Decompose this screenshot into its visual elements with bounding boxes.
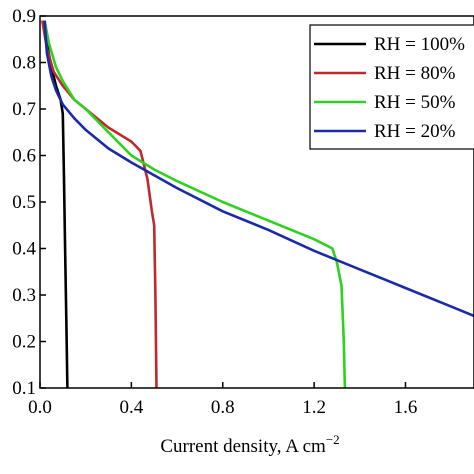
y-tick-label-3: 0.4 bbox=[12, 239, 36, 260]
x-tick-label-1: 0.4 bbox=[119, 397, 143, 418]
x-axis-ticks: 0.0 0.4 0.8 1.2 1.6 bbox=[28, 382, 417, 418]
series-line-2 bbox=[43, 20, 347, 389]
x-axis-title-main: Current density, A cm bbox=[160, 436, 326, 457]
series-line-3 bbox=[43, 20, 474, 318]
y-tick-label-5: 0.6 bbox=[12, 146, 36, 167]
y-tick-label-0: 0.1 bbox=[12, 378, 36, 399]
y-tick-label-4: 0.5 bbox=[12, 192, 36, 213]
y-tick-label-1: 0.2 bbox=[12, 332, 36, 353]
y-tick-label-8: 0.9 bbox=[12, 6, 36, 27]
x-tick-label-4: 1.6 bbox=[394, 397, 418, 418]
y-axis-ticks: 0.1 0.2 0.3 0.4 0.5 0.6 0.7 0.8 0.9 bbox=[12, 6, 46, 399]
legend-box bbox=[309, 24, 474, 150]
curves-layer bbox=[41, 20, 474, 389]
x-tick-label-2: 0.8 bbox=[211, 397, 235, 418]
x-axis-title-superscript: −2 bbox=[326, 432, 340, 447]
y-tick-label-7: 0.8 bbox=[12, 53, 36, 74]
legend-label-2: RH = 50% bbox=[374, 92, 456, 113]
y-tick-label-6: 0.7 bbox=[12, 99, 36, 120]
x-axis-title: Current density, A cm−2 bbox=[160, 432, 339, 457]
legend-label-3: RH = 20% bbox=[374, 121, 456, 142]
legend-label-1: RH = 80% bbox=[374, 63, 456, 84]
y-tick-label-2: 0.3 bbox=[12, 285, 36, 306]
x-tick-label-3: 1.2 bbox=[302, 397, 326, 418]
legend: RH = 100% RH = 80% RH = 50% RH = 20% bbox=[309, 24, 474, 150]
series-line-1 bbox=[41, 20, 158, 389]
x-tick-label-0: 0.0 bbox=[28, 397, 52, 418]
legend-label-0: RH = 100% bbox=[374, 34, 465, 55]
